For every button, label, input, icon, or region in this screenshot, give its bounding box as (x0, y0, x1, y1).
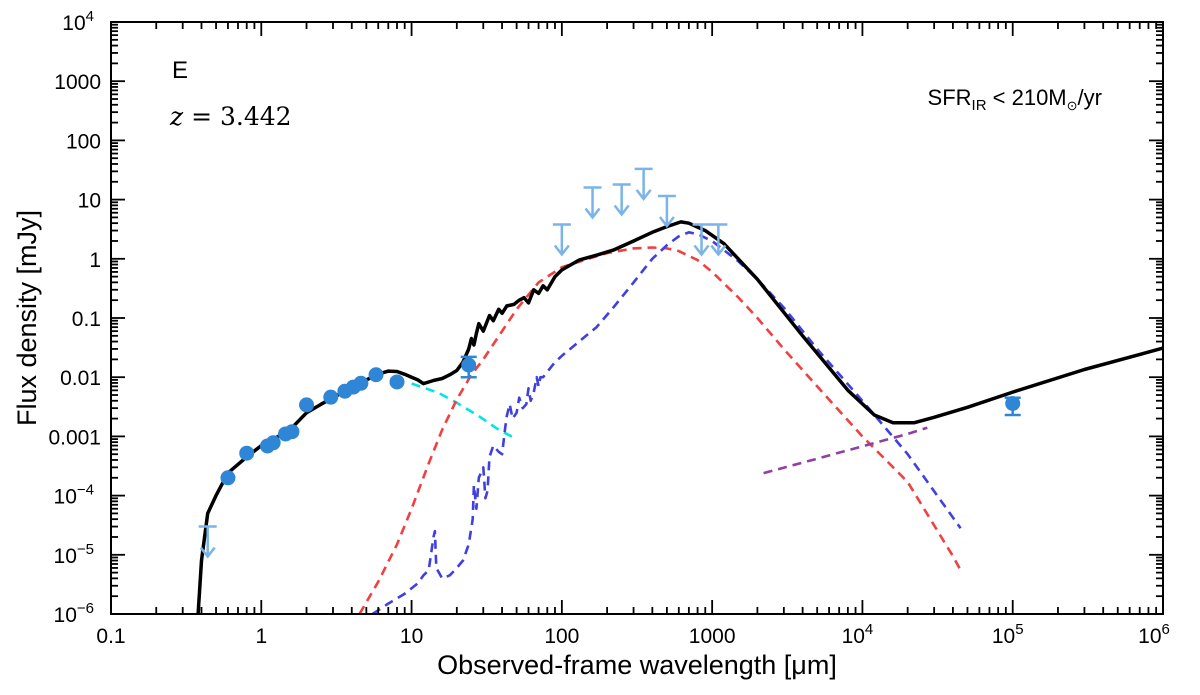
detection-point (299, 397, 315, 413)
detection-point (1005, 395, 1021, 411)
upper-limit-head (658, 216, 675, 229)
y-tick-label: 1 (89, 249, 101, 272)
sun-subscript: ⊙ (1067, 98, 1078, 113)
y-tick-label-base: 10 (78, 190, 101, 213)
upper-limit-arrow (634, 167, 653, 201)
detection-point (284, 424, 300, 440)
y-tick-label-base: 1 (89, 249, 101, 272)
y-tick-label: 10−5 (54, 541, 94, 568)
redshift-prefix: z = (169, 102, 220, 131)
model-curves (196, 220, 1164, 616)
x-tick-label: 100 (544, 625, 579, 648)
y-tick-label-base: 0.1 (72, 308, 101, 331)
x-tick-label-base: 1 (255, 625, 267, 648)
upper-limit-head (613, 204, 630, 217)
y-tick-label-base: 0.01 (60, 367, 101, 390)
y-tick-label-exponent: 4 (86, 8, 94, 25)
detection-point (265, 435, 281, 451)
y-tick-label: 10−4 (54, 482, 94, 509)
redshift-value: 3.442 (220, 102, 292, 131)
y-tick-label-base: 10 (62, 12, 85, 35)
axis-ticks (110, 21, 1164, 615)
y-tick-label-base: 10 (54, 545, 77, 568)
detection-point (239, 445, 255, 461)
upper-limit-head (635, 189, 652, 201)
x-tick-label: 0.1 (96, 625, 125, 648)
x-tick-label: 1000 (689, 625, 736, 648)
x-tick-label: 10 (400, 625, 423, 648)
upper-limit-head (199, 546, 216, 559)
y-tick-label-base: 100 (66, 130, 101, 153)
y-tick-label-base: 1000 (54, 71, 101, 94)
y-tick-label: 0.01 (60, 367, 101, 390)
y-axis-label: Flux density [mJy] (12, 210, 42, 426)
series-warm-dust (358, 246, 962, 615)
y-tick-label-base: 0.001 (48, 426, 101, 449)
x-tick-label-exponent: 6 (1162, 621, 1170, 638)
series-stellar-extinct (411, 382, 518, 441)
y-tick-label: 104 (62, 8, 94, 35)
upper-limit-arrow (552, 223, 571, 257)
x-tick-label: 105 (992, 621, 1024, 648)
y-tick-label: 1000 (54, 71, 101, 94)
upper-limit-head (584, 207, 601, 220)
upper-limit-arrow (198, 525, 217, 559)
upper-limit-arrow (583, 186, 602, 220)
redshift-label: z = 3.442 (169, 102, 292, 131)
upper-limit-arrow (657, 194, 676, 229)
y-tick-label-base: 10 (54, 486, 77, 509)
y-tick-label: 0.001 (48, 426, 101, 449)
upper-limit-head (553, 244, 570, 257)
detection-point (461, 357, 477, 373)
y-tick-label: 10−6 (54, 600, 94, 627)
y-tick-label-exponent: −4 (77, 482, 94, 499)
y-tick-label: 0.1 (72, 308, 101, 331)
series-radio-power-law (763, 426, 928, 475)
y-tick-label: 10 (78, 190, 101, 213)
x-tick-label: 106 (1138, 621, 1170, 648)
x-tick-label-base: 10 (992, 625, 1015, 648)
data-markers (198, 167, 1021, 559)
detection-point (368, 367, 384, 383)
sfr-subscript: IR (972, 97, 987, 114)
sfr-suffix: /yr (1078, 85, 1102, 110)
y-tick-label: 100 (66, 130, 101, 153)
detection-point (220, 470, 236, 486)
x-axis-label: Observed-frame wavelength [μm] (437, 650, 837, 680)
sfr-middle: < 210M (987, 85, 1067, 110)
y-tick-label-exponent: −6 (77, 600, 94, 617)
detection-point (323, 389, 339, 405)
detection-point (389, 374, 405, 390)
x-tick-label-base: 10 (842, 625, 865, 648)
x-tick-label-base: 0.1 (96, 625, 125, 648)
upper-limit-arrow (692, 223, 711, 257)
x-tick-label-base: 100 (544, 625, 579, 648)
series-cold-dust (371, 231, 962, 616)
x-tick-label-exponent: 5 (1015, 621, 1023, 638)
sfr-annotation: SFRIR < 210M⊙/yr (928, 85, 1102, 114)
panel-label: E (172, 57, 188, 84)
upper-limit-head (710, 244, 727, 257)
sfr-prefix: SFR (928, 85, 972, 110)
y-tick-label-base: 10 (54, 604, 77, 627)
upper-limit-arrow (709, 223, 728, 257)
x-tick-label-base: 1000 (689, 625, 736, 648)
x-tick-label: 104 (842, 621, 874, 648)
upper-limit-head (693, 244, 710, 257)
upper-limit-arrow (612, 183, 631, 217)
detection-point (353, 375, 369, 391)
x-tick-label: 1 (255, 625, 267, 648)
series-total-sed-model (196, 220, 1164, 615)
x-tick-label-base: 10 (400, 625, 423, 648)
y-tick-label-exponent: −5 (77, 541, 94, 558)
tick-labels: 0.1 1 10 100 1000 104 105 10610−610−510−40.0010… (48, 8, 1169, 648)
x-tick-label-exponent: 4 (865, 621, 873, 638)
x-tick-label-base: 10 (1138, 625, 1161, 648)
